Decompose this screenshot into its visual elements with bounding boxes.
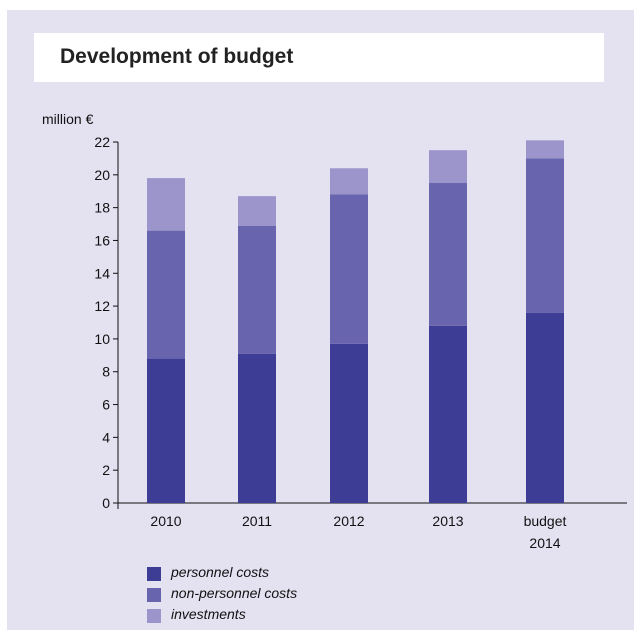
bar-chart: million € 0 2 4 6 8 10 12 14 16 18 20 22 2010 2011 2012…	[42, 111, 627, 551]
bar-segment-personnel	[429, 325, 467, 503]
y-axis-label: million €	[42, 111, 94, 127]
x-tick-label: 2014	[529, 535, 560, 551]
bar-segment-personnel	[330, 343, 368, 503]
y-tick-label: 12	[94, 298, 110, 314]
x-tick-label: budget	[524, 513, 567, 529]
y-tick-label: 2	[102, 462, 110, 478]
bar-segment-investments	[429, 150, 467, 184]
chart-panel: Development of budget million € 0 2 4 6 8 10 12…	[7, 10, 634, 630]
x-tick-label: 2010	[150, 513, 181, 529]
y-tick-label: 6	[102, 397, 110, 413]
bar-segment-investments	[526, 140, 564, 159]
legend-label-personnel: personnel costs	[171, 564, 270, 580]
legend-swatch-personnel	[147, 567, 161, 581]
x-tick-label: 2011	[242, 513, 272, 529]
x-tick-label: 2012	[333, 513, 364, 529]
y-tick-label: 22	[94, 134, 110, 150]
bar-segment-personnel	[526, 312, 564, 503]
y-tick-label: 20	[94, 167, 110, 183]
x-tick-label: 2013	[432, 513, 463, 529]
bar-segment-non-personnel	[526, 158, 564, 313]
y-tick-label: 10	[94, 331, 110, 347]
y-tick-label: 8	[102, 364, 110, 380]
bar-segment-non-personnel	[238, 225, 276, 354]
bar-segment-investments	[238, 196, 276, 226]
legend-label-investments: investments	[171, 606, 246, 622]
legend-swatch-investments	[147, 609, 161, 623]
legend-label-non-personnel: non-personnel costs	[171, 585, 298, 601]
bar-segment-non-personnel	[429, 183, 467, 326]
y-tick-label: 0	[102, 495, 110, 511]
bar-segment-investments	[330, 168, 368, 195]
bar-segment-personnel	[147, 358, 185, 503]
y-tick-label: 4	[102, 429, 110, 445]
y-tick-label: 14	[94, 265, 110, 281]
y-tick-label: 18	[94, 200, 110, 216]
bar-segment-investments	[147, 178, 185, 231]
bar-segment-non-personnel	[330, 194, 368, 344]
y-tick-label: 16	[94, 232, 110, 248]
chart-title: Development of budget	[60, 45, 294, 68]
bar-segment-personnel	[238, 353, 276, 503]
legend-swatch-non-personnel	[147, 588, 161, 602]
bar-segment-non-personnel	[147, 230, 185, 359]
title-box: Development of budget	[34, 33, 604, 82]
